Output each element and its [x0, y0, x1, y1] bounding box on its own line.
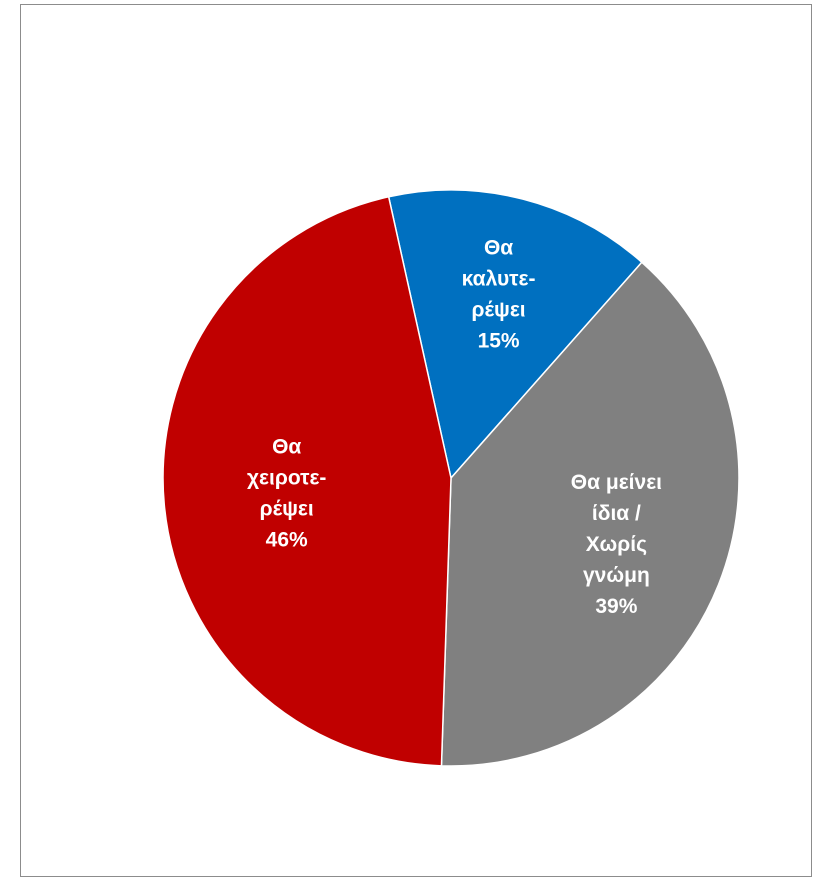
pie-slice-2 [440, 261, 740, 767]
pie-labels: Θα καλυτε-ρέψει 15% Θα μείνει ίδια / Χωρίς γνώ… [247, 237, 662, 618]
pie-label-3: Θα χειροτε-ρέψει 46% [247, 436, 326, 552]
pie-label-line: γνώμη [583, 564, 650, 587]
pie-label-line: καλυτε- [462, 268, 536, 291]
pie-label-line: Θα μείνει [571, 471, 662, 494]
pie-slice-3 [162, 196, 452, 767]
pie-label-line: Θα [272, 436, 301, 459]
pie-label-1: Θα καλυτε-ρέψει 15% [462, 237, 536, 353]
pie-percent-label: 39% [595, 595, 637, 618]
pie-label-line: ρέψει [472, 299, 526, 322]
pie-percent-label: 15% [478, 330, 520, 353]
pie-label-line: Χωρίς [586, 533, 647, 556]
pie-slice-1 [387, 189, 643, 479]
pie-label-line: Θα [484, 237, 513, 260]
pie-percent-label: 46% [266, 529, 308, 552]
pie-label-line: χειροτε- [247, 467, 326, 490]
pie-label-line: ίδια / [592, 502, 641, 525]
pie-slices [162, 189, 740, 767]
pie-label-line: ρέψει [260, 498, 314, 521]
pie-label-2: Θα μείνει ίδια / Χωρίς γνώμη 39% [571, 471, 662, 618]
